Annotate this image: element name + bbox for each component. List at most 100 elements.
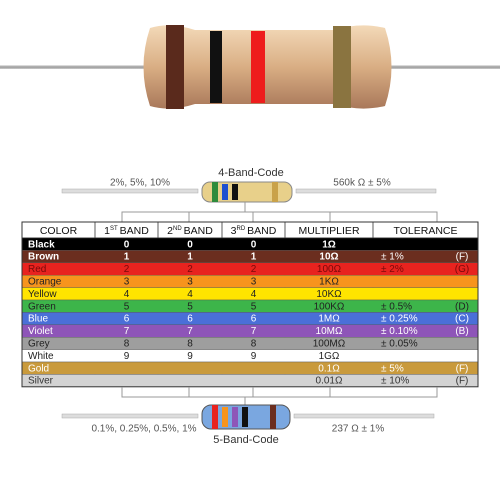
header-label: BAND (247, 225, 277, 237)
band2-cell: 5 (187, 301, 193, 312)
tolerance-cell: ± 0.5% (381, 301, 412, 312)
band3-cell: 8 (251, 339, 257, 350)
header-suffix: RD (236, 226, 245, 232)
band1-cell: 6 (124, 314, 130, 325)
band3-cell: 6 (251, 314, 257, 325)
multiplier-cell: 10MΩ (316, 326, 343, 337)
header-number: 1 (104, 225, 110, 237)
band3-cell: 1 (251, 252, 257, 263)
band1-cell: 3 (124, 277, 130, 288)
tolerance-code: (C) (455, 314, 469, 325)
header-number: 3 (231, 225, 237, 237)
header-number: 2 (167, 225, 173, 237)
color-cell: Gold (28, 363, 49, 374)
band1-cell: 7 (124, 326, 130, 337)
multiplier-cell: 100Ω (317, 264, 342, 275)
band3-cell: 0 (251, 239, 257, 250)
band1-cell: 4 (124, 289, 130, 300)
resistor-photo (0, 25, 500, 109)
band2-cell: 6 (187, 314, 193, 325)
five-band-example: 237 Ω ± 1% (332, 424, 385, 435)
band3-cell: 4 (251, 289, 257, 300)
band3-cell: 7 (251, 326, 257, 337)
color-cell: Black (28, 239, 55, 250)
band1-cell: 2 (124, 264, 130, 275)
color-cell: Orange (28, 277, 62, 288)
header-cell: 3RD BAND (231, 225, 277, 237)
band1-cell: 5 (124, 301, 130, 312)
color-table: COLOR 1ST BAND 2ND BAND 3RD BAND MULTIPLIER TOLE… (21, 221, 479, 388)
row-background (21, 374, 479, 387)
tolerance-cell: ± 0.25% (381, 314, 418, 325)
header-cell: TOLERANCE (394, 225, 458, 237)
five-band-title: 5-Band-Code (213, 434, 278, 446)
five-band-resistor (201, 404, 291, 430)
tolerance-code: (F) (456, 252, 469, 263)
band1-cell: 8 (124, 339, 130, 350)
header-cell: MULTIPLIER (298, 225, 359, 237)
tolerance-cell: ± 2% (381, 264, 404, 275)
band2-cell: 7 (187, 326, 193, 337)
band2-cell: 4 (187, 289, 193, 300)
header-suffix: ND (173, 226, 182, 232)
multiplier-cell: 1KΩ (319, 277, 339, 288)
header-cell: 2ND BAND (167, 225, 213, 237)
color-cell: White (28, 351, 54, 362)
header-cell: 1ST BAND (104, 225, 149, 237)
band3-cell: 5 (251, 301, 257, 312)
tolerance-code: (D) (455, 301, 469, 312)
multiplier-cell: 10KΩ (316, 289, 342, 300)
four-band-example: 560k Ω ± 5% (333, 178, 391, 189)
color-cell: Green (28, 301, 56, 312)
tolerance-code: (G) (455, 264, 469, 275)
header-suffix: ST (110, 226, 118, 232)
four-band-resistor (201, 181, 293, 203)
band1-cell: 9 (124, 351, 130, 362)
header-cell: COLOR (40, 225, 78, 237)
header-label: BAND (120, 225, 150, 237)
color-cell: Blue (28, 314, 48, 325)
multiplier-cell: 1MΩ (318, 314, 340, 325)
color-cell: Grey (28, 339, 50, 350)
tolerance-cell: ± 0.10% (381, 326, 418, 337)
tolerance-code: (F) (456, 376, 469, 387)
header-label: COLOR (40, 225, 78, 237)
four-band-tolerances: 2%, 5%, 10% (110, 178, 170, 189)
band2-cell: 3 (187, 277, 193, 288)
four-band-title: 4-Band-Code (218, 167, 283, 179)
color-cell: Brown (28, 252, 59, 263)
multiplier-cell: 0.1Ω (318, 363, 340, 374)
header-label: BAND (184, 225, 214, 237)
tolerance-cell: ± 10% (381, 376, 409, 387)
band2-cell: 2 (187, 264, 193, 275)
color-cell: Silver (28, 376, 54, 387)
header-label: TOLERANCE (394, 225, 458, 237)
row-background (21, 361, 479, 375)
band3-cell: 2 (251, 264, 257, 275)
color-cell: Violet (28, 326, 53, 337)
multiplier-cell: 1GΩ (319, 351, 340, 362)
color-cell: Yellow (28, 289, 57, 300)
multiplier-cell: 0.01Ω (316, 376, 343, 387)
band2-cell: 1 (187, 252, 193, 263)
multiplier-cell: 10Ω (319, 252, 338, 263)
multiplier-cell: 100MΩ (313, 339, 346, 350)
five-band-tolerances: 0.1%, 0.25%, 0.5%, 1% (91, 424, 196, 435)
multiplier-cell: 100KΩ (314, 301, 345, 312)
band2-cell: 8 (187, 339, 193, 350)
band1-cell: 0 (124, 239, 130, 250)
band3-cell: 9 (251, 351, 257, 362)
band1-cell: 1 (124, 252, 130, 263)
band2-cell: 0 (187, 239, 193, 250)
tolerance-code: (B) (455, 326, 468, 337)
band2-cell: 9 (187, 351, 193, 362)
tolerance-code: (F) (456, 363, 469, 374)
header-label: MULTIPLIER (298, 225, 359, 237)
tolerance-cell: ± 5% (381, 363, 404, 374)
color-cell: Red (28, 264, 46, 275)
table-border (21, 221, 479, 388)
band3-cell: 3 (251, 277, 257, 288)
tolerance-cell: ± 1% (381, 252, 404, 263)
multiplier-cell: 1Ω (322, 239, 336, 250)
